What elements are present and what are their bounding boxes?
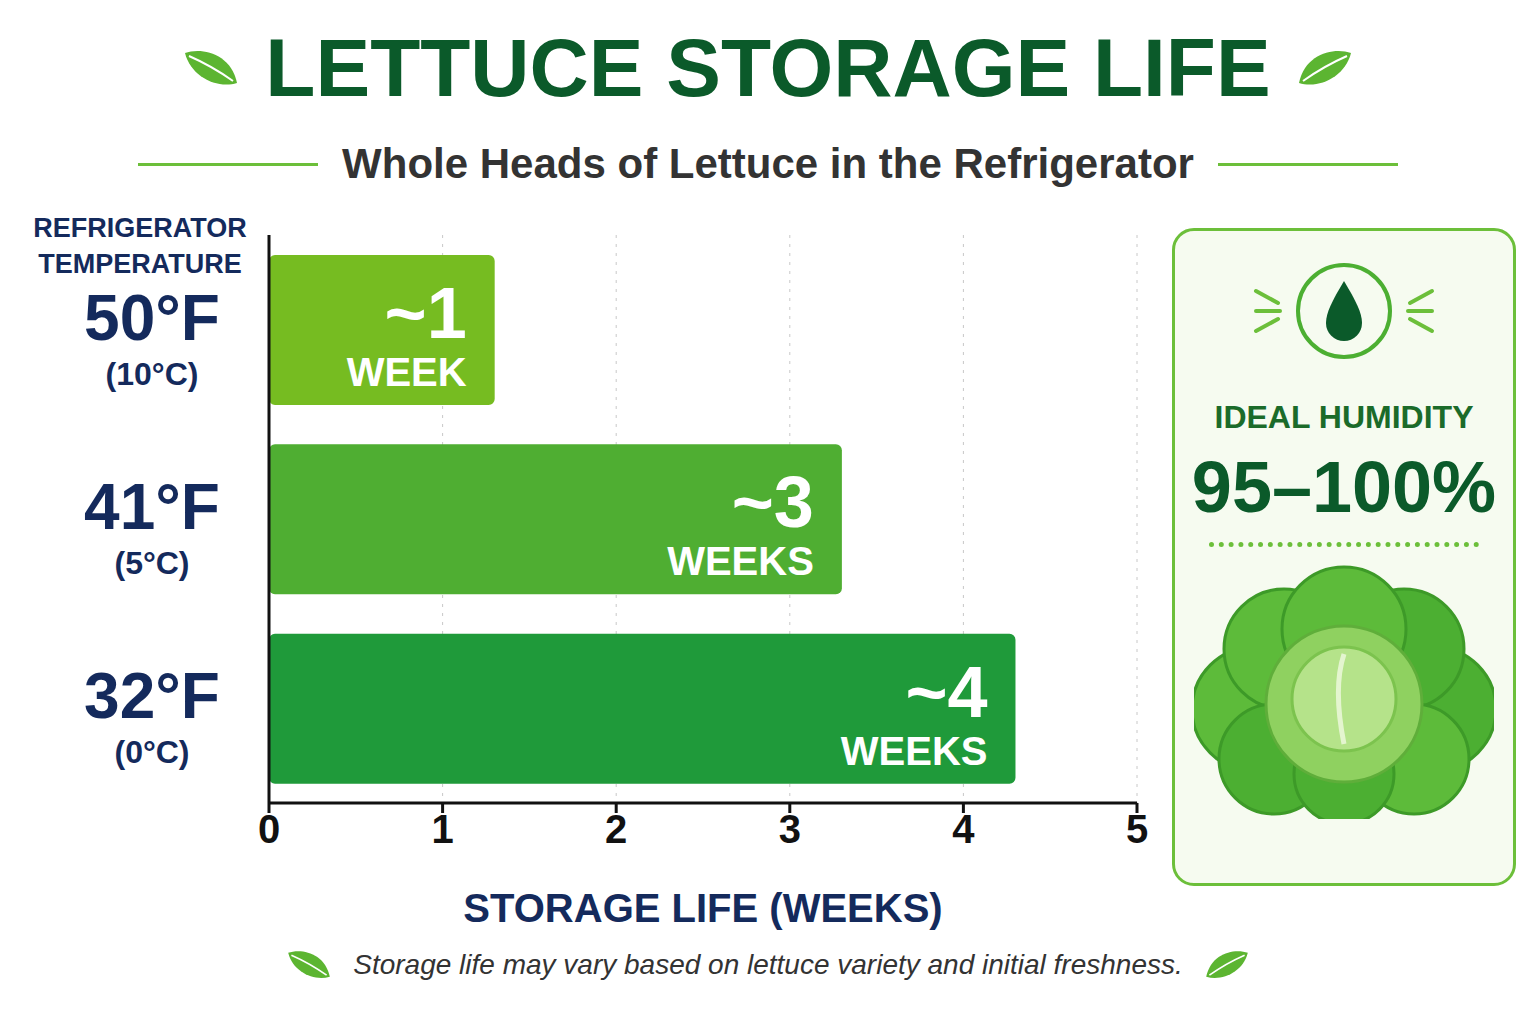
html-text:Whole Heads of Lettuce in the: Whole Heads of Lettuce in the Refrigerat…	[342, 140, 1194, 187]
svg-text:~4: ~4	[905, 652, 987, 732]
html-text:STORAGE LIFE (WEEKS): STORAGE LIFE (WEEKS)	[463, 886, 943, 930]
html-text:TEMPERATURE: TEMPERATURE	[38, 249, 242, 279]
svg-text:~3: ~3	[732, 462, 814, 542]
svg-text:1: 1	[431, 807, 453, 851]
svg-text:2: 2	[605, 807, 627, 851]
svg-text:(5°C): (5°C)	[114, 545, 189, 581]
svg-text:(10°C): (10°C)	[106, 356, 199, 392]
html-text:95–100%: 95–100%	[1191, 447, 1497, 527]
svg-text:(0°C): (0°C)	[114, 734, 189, 770]
html-text:Storage life may vary based on: Storage life may vary based on lettuce v…	[353, 948, 1183, 980]
html-text:LETTUCE STORAGE LIFE: LETTUCE STORAGE LIFE	[265, 22, 1271, 113]
html-text:REFRIGERATOR: REFRIGERATOR	[33, 213, 247, 243]
svg-text:5: 5	[1126, 807, 1148, 851]
html-text:IDEAL HUMIDITY: IDEAL HUMIDITY	[1214, 399, 1474, 435]
svg-text:WEEKS: WEEKS	[841, 729, 988, 773]
svg-text:3: 3	[779, 807, 801, 851]
svg-text:50°F: 50°F	[84, 282, 220, 354]
svg-text:32°F: 32°F	[84, 660, 220, 732]
svg-text:4: 4	[952, 807, 975, 851]
svg-text:0: 0	[258, 807, 280, 851]
svg-text:WEEK: WEEK	[347, 350, 467, 394]
svg-text:41°F: 41°F	[84, 471, 220, 543]
svg-text:WEEKS: WEEKS	[667, 539, 814, 583]
svg-text:~1: ~1	[385, 273, 467, 353]
